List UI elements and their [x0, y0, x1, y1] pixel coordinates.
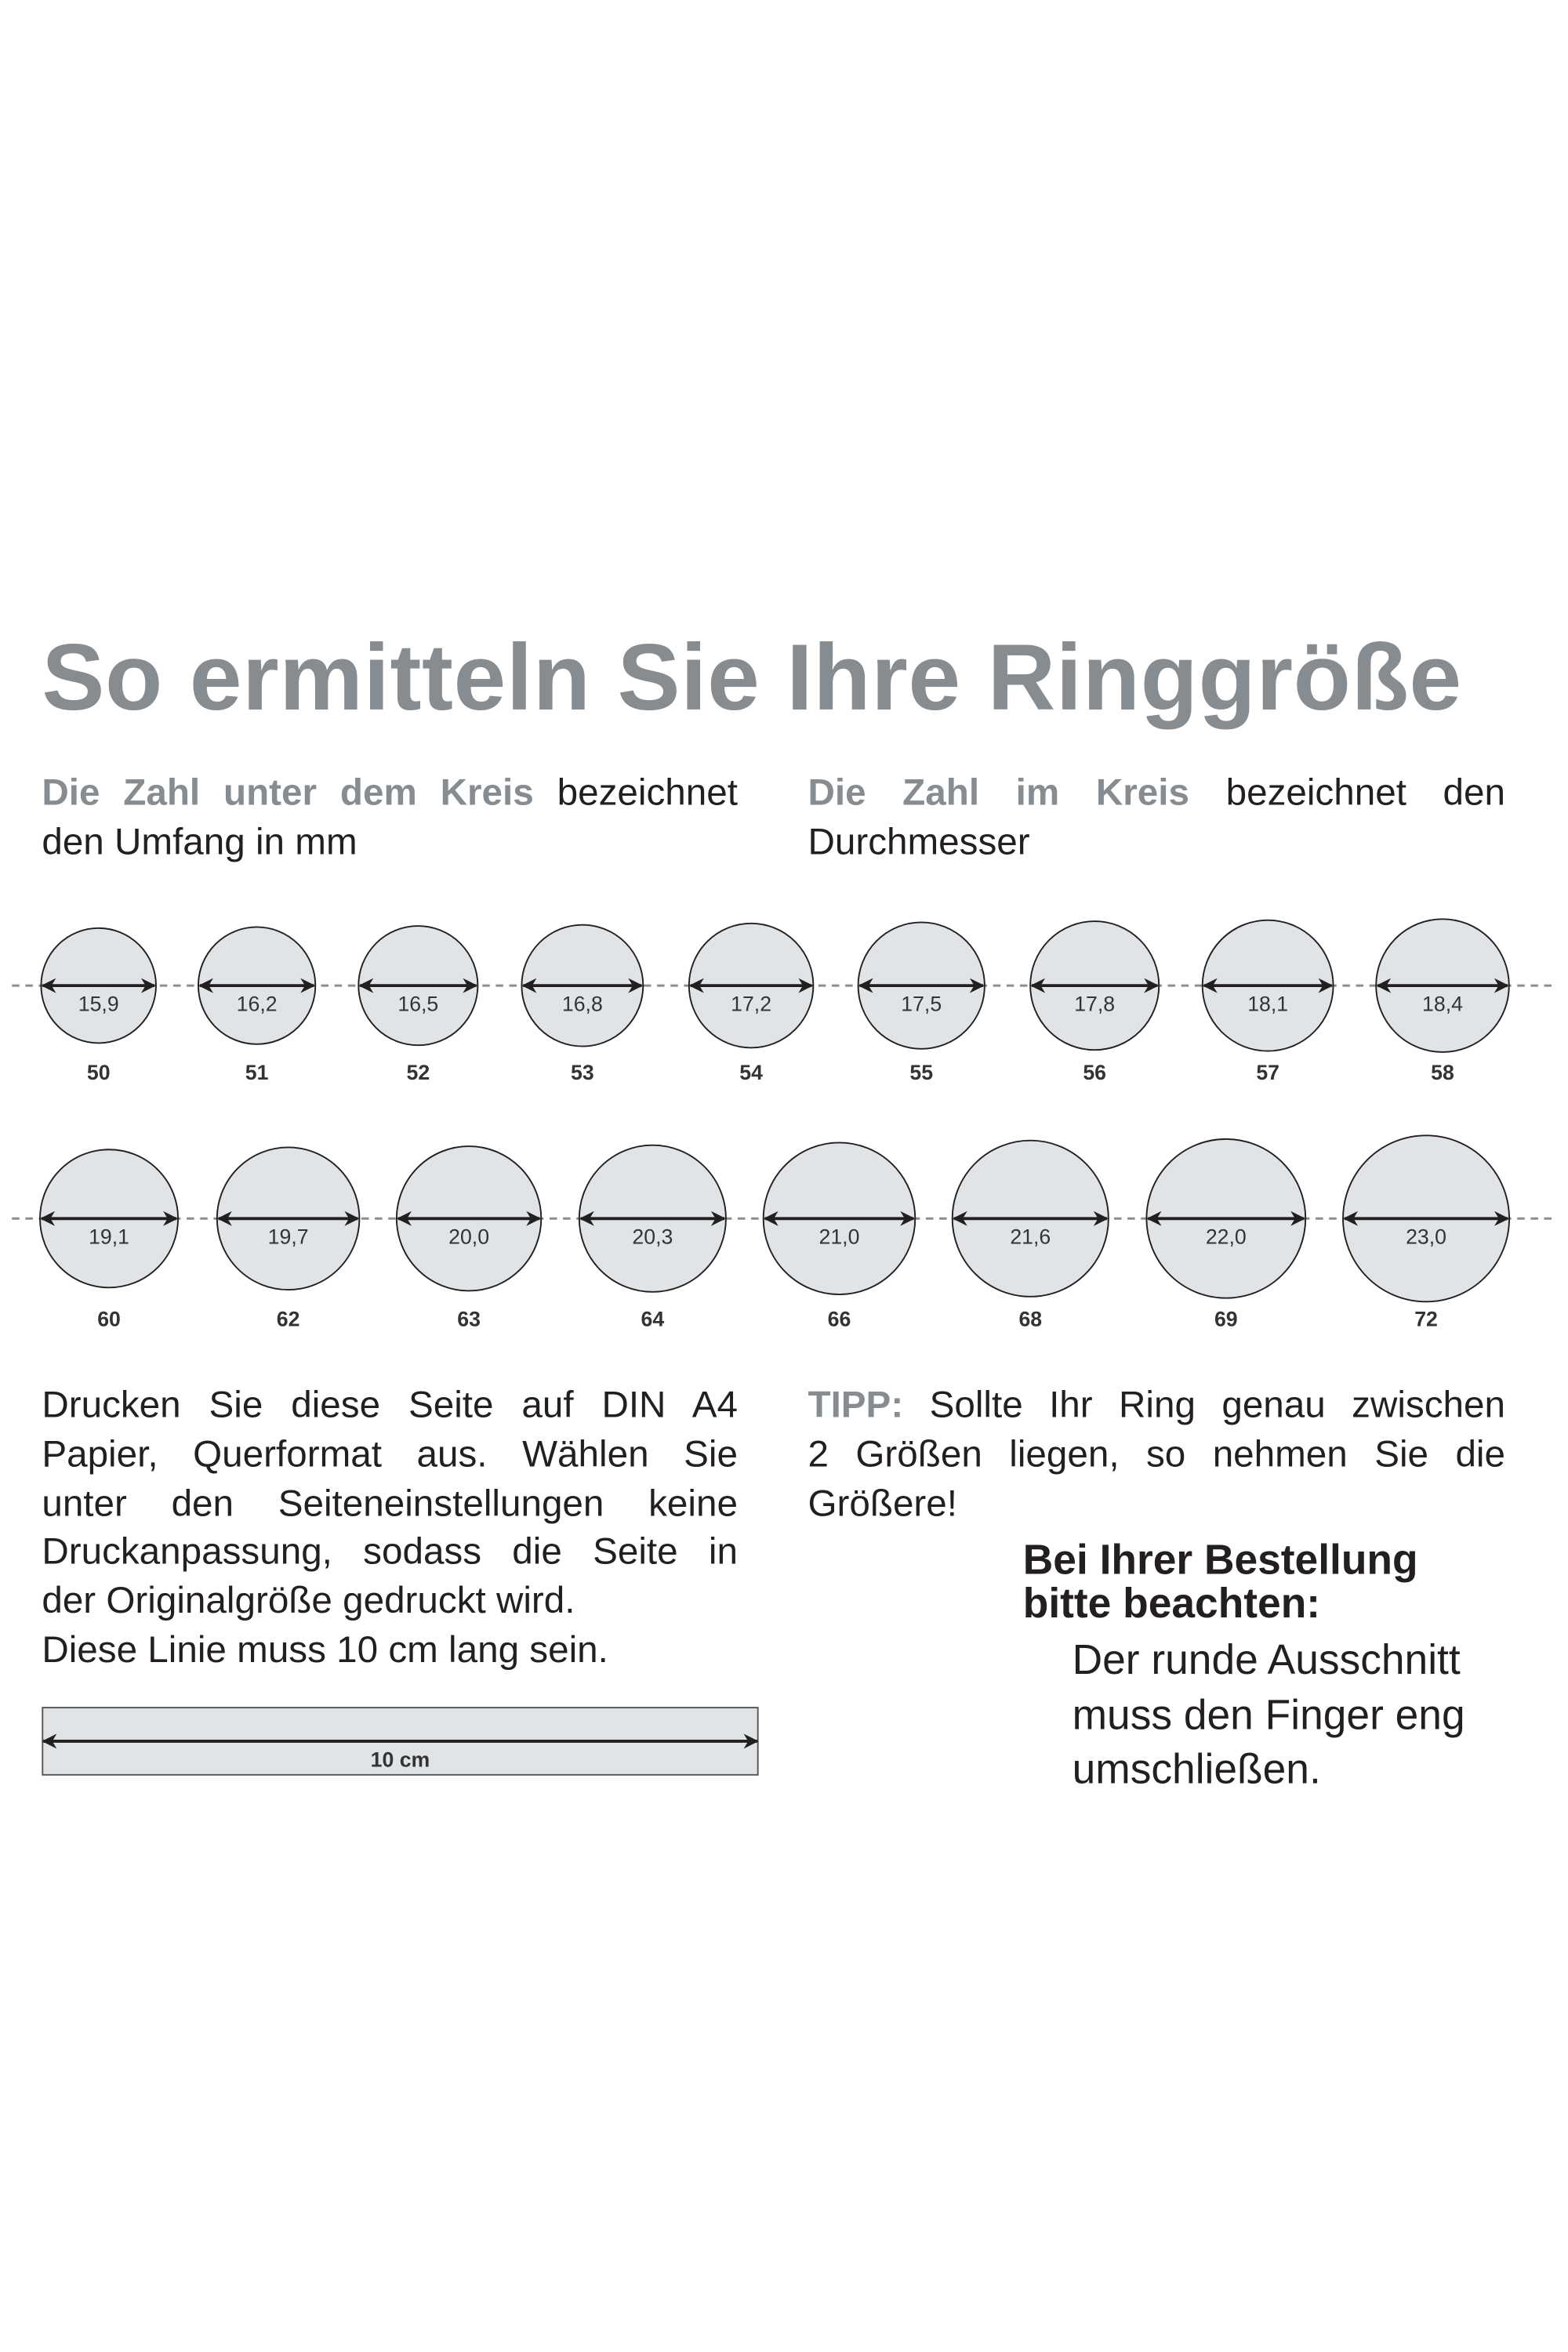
- diameter-label: 22,0: [1206, 1225, 1247, 1249]
- diameter-label: 21,6: [1010, 1225, 1051, 1249]
- diameter-label: 19,7: [268, 1225, 309, 1249]
- text-line: umschließen.: [1072, 1745, 1321, 1792]
- text: bezeichnet: [533, 771, 738, 815]
- text-line: Der runde Ausschnitt: [1072, 1636, 1461, 1683]
- text-line: Drucken Sie diese Seite auf DIN A4: [42, 1384, 738, 1427]
- text-line: Papier, Querformat aus. Wählen Sie: [42, 1433, 738, 1475]
- diameter-label: 18,1: [1247, 993, 1288, 1016]
- tip-text: TIPP: Sollte Ihr Ring genau zwischen 2 G…: [808, 1381, 1505, 1528]
- highlight-text: Die Zahl im Kreis: [808, 771, 1189, 815]
- highlight-text: Die Zahl unter dem Kreis: [42, 771, 534, 815]
- text-line: unter den Seiteneinstellungen keine: [42, 1482, 738, 1524]
- text-line: der Originalgröße gedruckt wird.: [42, 1580, 575, 1622]
- text-line: Durchmesser: [808, 821, 1030, 863]
- size-label: 51: [245, 1061, 269, 1084]
- size-label: 54: [739, 1061, 763, 1084]
- diameter-label: 20,0: [448, 1225, 489, 1249]
- order-note-heading: Bei Ihrer Bestellung bitte beachten:: [1023, 1538, 1418, 1624]
- text-line: den Umfang in mm: [42, 821, 358, 863]
- text-line: 2 Größen liegen, so nehmen Sie die: [808, 1433, 1505, 1475]
- size-label: 64: [641, 1307, 665, 1330]
- size-label: 66: [828, 1307, 851, 1330]
- size-label: 69: [1214, 1307, 1238, 1330]
- diameter-explanation: Die Zahl im Kreis bezeichnet den Durchme…: [808, 769, 1505, 867]
- diameter-label: 16,2: [237, 993, 278, 1016]
- diameter-label: 23,0: [1406, 1225, 1446, 1249]
- size-label: 57: [1256, 1061, 1279, 1084]
- text-line: Diese Linie muss 10 cm lang sein.: [42, 1629, 608, 1671]
- text-line: Bei Ihrer Bestellung: [1022, 1536, 1418, 1584]
- size-label: 52: [407, 1061, 430, 1084]
- size-label: 55: [909, 1061, 933, 1084]
- text-line: Größere!: [808, 1482, 958, 1524]
- size-label: 53: [571, 1061, 594, 1084]
- order-note-body: Der runde Ausschnitt muss den Finger eng…: [1073, 1634, 1465, 1798]
- diameter-label: 16,5: [397, 993, 438, 1016]
- text-line: Druckanpassung, sodass die Seite in: [42, 1531, 738, 1573]
- size-label: 50: [87, 1061, 111, 1084]
- size-label: 62: [277, 1307, 300, 1330]
- diameter-label: 17,5: [901, 993, 942, 1016]
- size-label: 63: [457, 1307, 481, 1330]
- circumference-explanation: Die Zahl unter dem Kreis bezeichnet den …: [42, 769, 738, 867]
- size-label: 58: [1431, 1061, 1454, 1084]
- size-label: 72: [1414, 1307, 1438, 1330]
- diameter-label: 16,8: [562, 993, 603, 1016]
- diameter-label: 20,3: [632, 1225, 673, 1249]
- tip-label: TIPP:: [808, 1384, 904, 1427]
- diameter-label: 15,9: [78, 993, 119, 1016]
- text-line: muss den Finger eng: [1072, 1691, 1465, 1738]
- text-line: bitte beachten:: [1022, 1580, 1321, 1627]
- size-label: 68: [1018, 1307, 1042, 1330]
- text: Sollte Ihr Ring genau zwischen: [903, 1384, 1505, 1427]
- diameter-label: 17,8: [1074, 993, 1115, 1016]
- ruler-label: 10 cm: [370, 1747, 430, 1772]
- size-label: 60: [97, 1307, 121, 1330]
- print-instructions: Drucken Sie diese Seite auf DIN A4 Papier…: [42, 1381, 738, 1675]
- diameter-label: 17,2: [731, 993, 771, 1016]
- text: bezeichnet den: [1189, 771, 1505, 815]
- diameter-label: 19,1: [89, 1225, 129, 1249]
- diameter-label: 18,4: [1422, 993, 1463, 1016]
- page-title: So ermitteln Sie Ihre Ringgröße: [42, 626, 1462, 731]
- size-label: 56: [1083, 1061, 1106, 1084]
- diameter-label: 21,0: [819, 1225, 860, 1249]
